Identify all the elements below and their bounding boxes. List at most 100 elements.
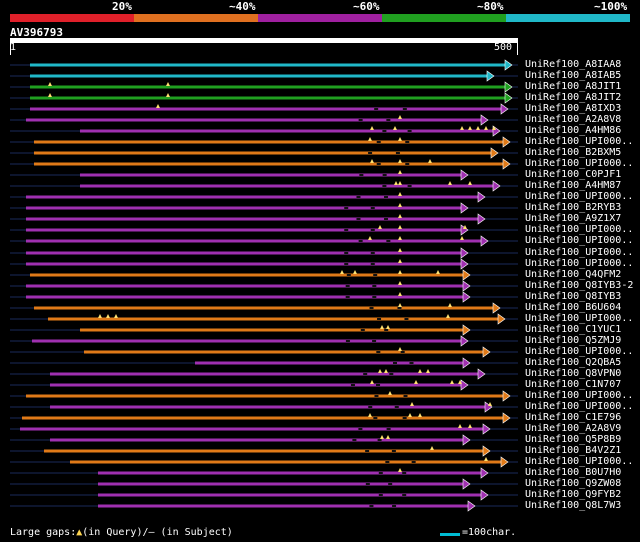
query-gap-marker [418,369,422,373]
query-gap-marker [398,225,402,229]
hit-label[interactable]: UniRef100_A8JIT1 [525,81,622,92]
hit-label[interactable]: UniRef100_Q2QBA5 [525,357,622,368]
hit-arrow [477,213,486,225]
hit-label[interactable]: UniRef100_Q4QFM2 [525,269,622,280]
query-gap-marker [458,424,462,428]
hit-label[interactable]: UniRef100_UPI000.. [525,191,634,202]
hit-label[interactable]: UniRef100_A9Z1X7 [525,213,622,224]
hit-label[interactable]: UniRef100_A8IAB5 [525,70,622,81]
hit-arrow [477,191,486,203]
hit-arrow [460,247,469,259]
hit-label[interactable]: UniRef100_UPI000.. [525,224,634,235]
hit-label[interactable]: UniRef100_A8IAA8 [525,59,622,70]
query-gap-marker [398,259,402,263]
query-gap-marker [166,93,170,97]
query-gap-marker [410,402,414,406]
hit-label[interactable]: UniRef100_UPI000.. [525,401,634,412]
hit-subject-gap [376,384,381,386]
hit-subject-gap [374,395,379,397]
query-gap-marker [460,236,464,240]
hit-subject-gap [344,263,349,265]
hit-label[interactable]: UniRef100_B2BXM5 [525,147,622,158]
hit-subject-gap [370,207,375,209]
query-gap-marker [156,104,160,108]
hit-label[interactable]: UniRef100_UPI000.. [525,313,634,324]
hit-label[interactable]: UniRef100_C1YUC1 [525,324,622,335]
hit-arrow [480,114,489,126]
hit-subject-gap [359,174,364,176]
hit-label[interactable]: UniRef100_A2A8V8 [525,114,622,125]
hit-label[interactable]: UniRef100_A4HM87 [525,180,622,191]
hit-subject-gap [385,461,390,463]
scale-swatch-icon [440,533,460,536]
legend-label-100: ~100% [594,0,628,13]
hit-label[interactable]: UniRef100_UPI000.. [525,158,634,169]
hit-bar [34,306,494,310]
hit-arrow [462,269,471,281]
hit-arrow [500,103,509,115]
hit-label[interactable]: UniRef100_UPI000.. [525,390,634,401]
footer-in-subject: (in Subject) [154,527,233,538]
hit-subject-gap [372,340,377,342]
hit-label[interactable]: UniRef100_Q5P8B9 [525,434,622,445]
hit-label[interactable]: UniRef100_Q8IYB3-2 [525,280,634,291]
hit-label[interactable]: UniRef100_UPI000.. [525,235,634,246]
hit-arrow [480,489,489,501]
hit-bar [30,74,488,78]
legend-label-40: ~40% [229,0,256,13]
hit-label[interactable]: UniRef100_B0U7H0 [525,467,622,478]
query-gap-marker [484,126,488,130]
hit-label[interactable]: UniRef100_C0PJF1 [525,169,622,180]
hit-label[interactable]: UniRef100_UPI000.. [525,247,634,258]
hit-arrow [502,412,511,424]
hit-bar [26,284,464,288]
hit-subject-gap [374,108,379,110]
hit-label[interactable]: UniRef100_B6U604 [525,302,622,313]
hit-subject-gap [377,439,382,441]
hit-label[interactable]: UniRef100_UPI000.. [525,136,634,147]
query-gap-marker [398,270,402,274]
hit-bar [26,217,479,221]
footer-scale-label: =100char. [462,527,517,538]
hit-label[interactable]: UniRef100_B2RYB3 [525,202,622,213]
hit-arrow [477,368,486,380]
scale-start-label: 1 [10,42,17,53]
query-gap-marker [476,126,480,130]
hit-arrow [460,169,469,181]
hit-subject-gap [405,163,410,165]
hit-label[interactable]: UniRef100_A8IXD3 [525,103,622,114]
hit-label[interactable]: UniRef100_A8JIT2 [525,92,622,103]
hit-subject-gap [345,340,350,342]
hit-label[interactable]: UniRef100_B4V2Z1 [525,445,622,456]
hit-label[interactable]: UniRef100_A2A8V9 [525,423,622,434]
hit-bar [98,471,482,475]
query-gap-marker [398,214,402,218]
query-gap-marker [458,380,462,384]
hit-label[interactable]: UniRef100_UPI000.. [525,456,634,467]
query-gap-marker [460,126,464,130]
hit-bar [22,416,504,420]
legend-segment-3 [258,14,382,22]
hit-label[interactable]: UniRef100_Q5ZMJ9 [525,335,622,346]
hit-label[interactable]: UniRef100_Q8VPN0 [525,368,622,379]
query-gap-marker [114,314,118,318]
hit-label[interactable]: UniRef100_UPI000.. [525,346,634,357]
hit-label[interactable]: UniRef100_C1E796 [525,412,622,423]
hit-bar [26,394,504,398]
hit-label[interactable]: UniRef100_Q9ZW08 [525,478,622,489]
hit-label[interactable]: UniRef100_A4HM86 [525,125,622,136]
hit-bar [80,184,494,188]
query-gap-marker [398,248,402,252]
hit-subject-gap [389,373,394,375]
hit-arrow [502,136,511,148]
hit-label[interactable]: UniRef100_C1N707 [525,379,622,390]
hit-label[interactable]: UniRef100_Q8L7W3 [525,500,622,511]
hit-label[interactable]: UniRef100_Q9FYB2 [525,489,622,500]
query-gap-marker [370,380,374,384]
hit-label[interactable]: UniRef100_Q8IYB3 [525,291,622,302]
query-gap-marker [463,225,467,229]
hit-arrow [504,81,513,93]
hit-subject-gap [393,362,397,364]
hit-bar [30,96,506,100]
hit-label[interactable]: UniRef100_UPI000.. [525,258,634,269]
